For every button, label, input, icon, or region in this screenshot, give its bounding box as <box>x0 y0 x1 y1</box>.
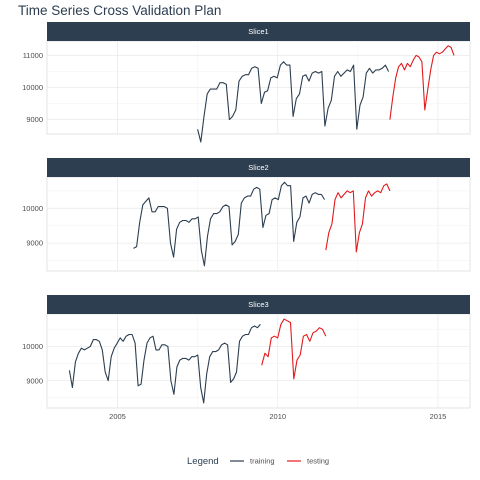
x-tick-label: 2010 <box>269 412 286 421</box>
legend-title: Legend <box>187 456 219 467</box>
series-line-training <box>197 61 390 143</box>
y-tick-label: 10000 <box>22 204 43 213</box>
strip-header <box>47 158 470 177</box>
series-line-testing <box>325 183 391 253</box>
legend: Legend training testing <box>187 456 329 467</box>
series-line-testing <box>389 45 455 120</box>
series-line-training <box>68 323 261 404</box>
chart-title: Time Series Cross Validation Plan <box>18 3 222 18</box>
strip-label: Slice2 <box>248 163 268 172</box>
facet-panel-slice2: 9000 10000 Slice2 <box>22 158 471 272</box>
series-line-testing <box>261 318 327 380</box>
strip-label: Slice3 <box>248 300 268 309</box>
strip-label: Slice1 <box>248 27 268 36</box>
strip-header <box>47 22 470 41</box>
x-tick-label: 2005 <box>109 412 126 421</box>
y-tick-label: 9000 <box>26 115 43 124</box>
y-tick-label: 10000 <box>22 342 43 351</box>
y-tick-label: 9000 <box>26 376 43 385</box>
series-line-training <box>133 181 325 267</box>
y-tick-label: 11000 <box>23 51 43 60</box>
legend-label-testing: testing <box>307 457 329 466</box>
y-tick-label: 10000 <box>22 83 43 92</box>
legend-label-training: training <box>250 457 275 466</box>
x-tick-label: 2015 <box>430 412 447 421</box>
strip-header <box>47 295 470 314</box>
y-tick-label: 9000 <box>26 239 43 248</box>
facet-panel-slice1: 9000 10000 11000 Slice1 <box>22 22 471 143</box>
facet-panel-slice3: 9000 10000 Slice3 <box>22 295 471 409</box>
